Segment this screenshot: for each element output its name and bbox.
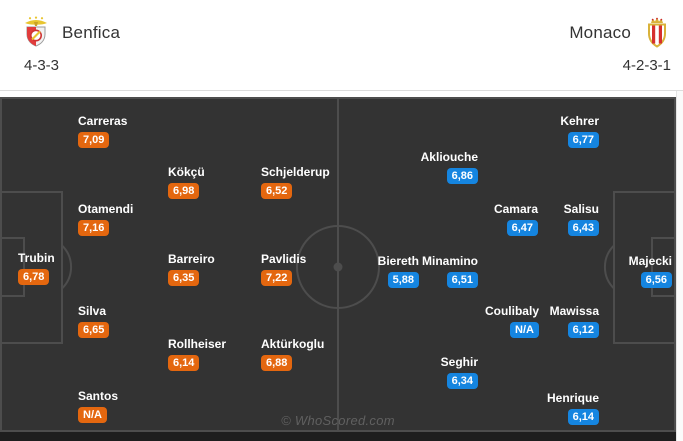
player-rating-badge: 6,51: [446, 272, 478, 288]
pitch-markings: [0, 97, 676, 432]
home-team-name[interactable]: Benfica: [62, 22, 121, 42]
player-henrique[interactable]: Henrique 6,14: [547, 392, 599, 425]
player-carreras[interactable]: Carreras 7,09: [78, 115, 127, 148]
pitch-bottom-strip: [0, 432, 676, 441]
player-schjelderup[interactable]: Schjelderup 6,52: [261, 166, 330, 199]
benfica-crest-icon: [22, 16, 50, 49]
player-minamino[interactable]: Minamino 6,51: [422, 255, 478, 288]
player-akliouche[interactable]: Akliouche 6,86: [421, 151, 478, 184]
player-rating-badge: N/A: [78, 407, 107, 423]
player-camara[interactable]: Camara 6,47: [494, 203, 538, 236]
player-rating-badge: 7,09: [78, 132, 110, 148]
home-formation: 4-3-3: [24, 57, 60, 74]
player-name[interactable]: Minamino: [422, 254, 478, 268]
player-rating-badge: 6,14: [168, 355, 200, 371]
watermark: © WhoScored.com: [281, 413, 395, 428]
player-name[interactable]: Otamendi: [78, 202, 134, 216]
player-majecki[interactable]: Majecki 6,56: [629, 255, 672, 288]
player-name[interactable]: Salisu: [563, 202, 599, 216]
home-team-header: Benfica 4-3-3: [0, 0, 120, 91]
monaco-crest-icon: [643, 16, 671, 49]
player-name[interactable]: Rollheiser: [168, 337, 227, 351]
player-name[interactable]: Coulibaly: [484, 304, 539, 318]
away-formation: 4-2-3-1: [622, 57, 671, 74]
player-santos[interactable]: Santos N/A: [78, 390, 118, 423]
player-salisu[interactable]: Salisu 6,43: [564, 203, 599, 236]
player-rating-badge: 6,56: [640, 272, 672, 288]
player-kokcu[interactable]: Kökçü 6,98: [168, 166, 205, 199]
player-otamendi[interactable]: Otamendi 7,16: [78, 203, 133, 236]
player-rating-badge: N/A: [510, 322, 539, 338]
player-rating-badge: 6,14: [567, 409, 599, 425]
player-rating-badge: 6,86: [446, 168, 478, 184]
player-name[interactable]: Akliouche: [420, 150, 478, 164]
away-team-header: Monaco 4-2-3-1: [569, 0, 676, 91]
player-biereth[interactable]: Biereth 5,88: [378, 255, 419, 288]
away-team-name[interactable]: Monaco: [569, 22, 631, 42]
pitch: Trubin 6,78 Carreras 7,09 Otamendi 7,16 Silva 6…: [0, 97, 676, 432]
player-rating-badge: 6,65: [78, 322, 110, 338]
player-rollheiser[interactable]: Rollheiser 6,14: [168, 338, 226, 371]
player-rating-badge: 6,52: [261, 183, 293, 199]
header: Benfica 4-3-3 Mon: [0, 0, 683, 91]
player-rating-badge: 7,22: [261, 270, 293, 286]
player-name[interactable]: Aktürkoglu: [261, 337, 325, 351]
player-rating-badge: 6,98: [168, 183, 200, 199]
player-rating-badge: 6,43: [567, 220, 599, 236]
player-rating-badge: 7,16: [78, 220, 110, 236]
player-coulibaly[interactable]: Coulibaly N/A: [485, 305, 539, 338]
player-name[interactable]: Schjelderup: [261, 165, 330, 179]
player-kehrer[interactable]: Kehrer 6,77: [560, 115, 599, 148]
player-barreiro[interactable]: Barreiro 6,35: [168, 253, 215, 286]
player-name[interactable]: Henrique: [546, 391, 599, 405]
player-name[interactable]: Kökçü: [168, 165, 205, 179]
scrollbar-strip[interactable]: [676, 91, 683, 441]
player-rating-badge: 6,77: [567, 132, 599, 148]
player-name[interactable]: Kehrer: [560, 114, 599, 128]
player-name[interactable]: Silva: [78, 304, 107, 318]
player-seghir[interactable]: Seghir 6,34: [441, 356, 478, 389]
player-rating-badge: 6,47: [506, 220, 538, 236]
player-name[interactable]: Pavlidis: [261, 252, 307, 266]
player-trubin[interactable]: Trubin 6,78: [18, 252, 55, 285]
player-rating-badge: 6,35: [168, 270, 200, 286]
player-name[interactable]: Carreras: [78, 114, 128, 128]
player-name[interactable]: Seghir: [440, 355, 478, 369]
player-name[interactable]: Trubin: [18, 251, 55, 265]
player-name[interactable]: Mawissa: [549, 304, 599, 318]
player-akturkoglu[interactable]: Aktürkoglu 6,88: [261, 338, 324, 371]
player-name[interactable]: Barreiro: [168, 252, 215, 266]
player-name[interactable]: Santos: [78, 389, 119, 403]
player-pavlidis[interactable]: Pavlidis 7,22: [261, 253, 306, 286]
player-rating-badge: 6,88: [261, 355, 293, 371]
player-name[interactable]: Biereth: [377, 254, 419, 268]
player-rating-badge: 6,78: [18, 269, 50, 285]
player-name[interactable]: Majecki: [628, 254, 672, 268]
player-silva[interactable]: Silva 6,65: [78, 304, 110, 338]
player-rating-badge: 5,88: [387, 272, 419, 288]
player-name[interactable]: Camara: [493, 202, 538, 216]
player-mawissa[interactable]: Mawissa 6,12: [550, 305, 599, 338]
player-rating-badge: 6,34: [446, 373, 478, 389]
player-rating-badge: 6,12: [567, 322, 599, 338]
